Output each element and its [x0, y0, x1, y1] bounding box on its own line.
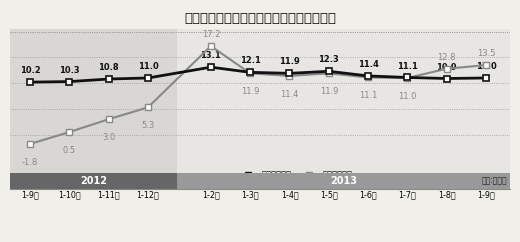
Text: 11.9: 11.9	[279, 57, 300, 66]
Title: 各月累计主营业务收入与利润总额同比增速: 各月累计主营业务收入与利润总额同比增速	[184, 12, 336, 25]
Text: 制图:寡华伟: 制图:寡华伟	[482, 176, 508, 186]
Text: 10.2: 10.2	[20, 66, 41, 75]
Text: 12.3: 12.3	[318, 55, 339, 64]
Text: 10.9: 10.9	[436, 63, 457, 72]
Text: 11.0: 11.0	[476, 62, 497, 71]
Text: 2013: 2013	[330, 176, 357, 186]
Text: 3.0: 3.0	[102, 133, 115, 142]
Text: 11.4: 11.4	[358, 60, 379, 69]
Bar	[10, 173, 177, 189]
Text: 13.5: 13.5	[477, 49, 495, 58]
Bar	[177, 29, 510, 189]
Legend: 主营业务收入, 利润总额增速: 主营业务收入, 利润总额增速	[234, 167, 356, 183]
Text: 17.2: 17.2	[202, 30, 220, 39]
Text: 2012: 2012	[81, 176, 108, 186]
Text: 11.1: 11.1	[397, 61, 418, 70]
Text: 11.4: 11.4	[280, 90, 298, 99]
Text: 10.8: 10.8	[98, 63, 119, 72]
Text: 11.0: 11.0	[398, 92, 417, 101]
Text: 10.3: 10.3	[59, 66, 80, 75]
Text: 单位:%: 单位:%	[471, 175, 492, 184]
Text: 11.1: 11.1	[359, 91, 378, 100]
Text: 5.3: 5.3	[141, 121, 154, 130]
Text: 13.1: 13.1	[201, 51, 221, 60]
Text: -1.8: -1.8	[22, 158, 38, 167]
Text: 11.0: 11.0	[138, 62, 159, 71]
Text: 11.9: 11.9	[241, 87, 259, 96]
Text: 12.8: 12.8	[437, 53, 456, 62]
Text: 12.1: 12.1	[240, 56, 261, 65]
Text: 11.9: 11.9	[320, 87, 338, 96]
Bar	[177, 173, 510, 189]
Text: 0.5: 0.5	[63, 146, 76, 155]
Bar	[10, 29, 177, 189]
